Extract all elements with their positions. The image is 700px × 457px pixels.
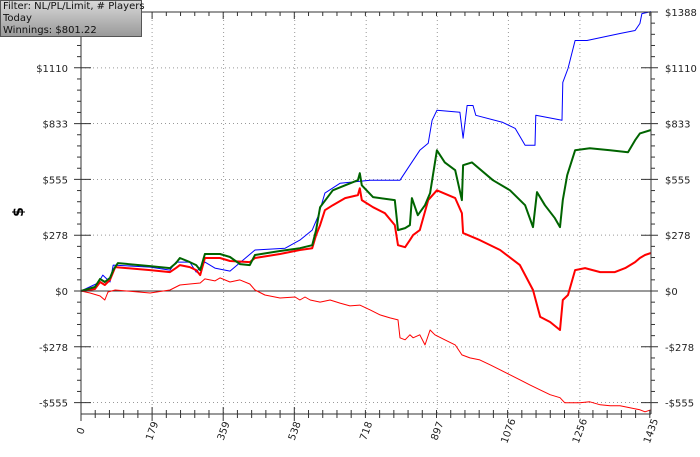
y-tick-label-left: -$555	[39, 399, 68, 410]
filter-info-box: Filter: NL/PL/Limit, # Players Today Win…	[0, 0, 145, 37]
y-tick-label-right: -$278	[665, 343, 694, 354]
grid	[81, 12, 651, 414]
x-tick-label: 0	[75, 426, 88, 436]
series-line-3	[80, 187, 652, 331]
y-tick-label-left: $1110	[36, 64, 68, 75]
y-tick-label-right: -$555	[665, 399, 694, 410]
period-text: Today	[3, 13, 32, 24]
series-line-2	[80, 277, 652, 413]
x-tick-label: 1435	[642, 417, 661, 445]
y-tick-label-right: $0	[665, 287, 678, 298]
y-tick-label-left: $555	[43, 175, 68, 186]
y-axis-label: $	[11, 207, 27, 217]
x-tick-label: 1256	[571, 417, 590, 445]
y-tick-label-right: $1388	[665, 8, 697, 19]
x-tick-label: 1076	[500, 417, 519, 445]
filter-text: Filter: NL/PL/Limit, # Players	[3, 1, 145, 12]
series-line-1	[80, 11, 652, 292]
y-tick-label-left: $278	[43, 231, 68, 242]
y-tick-label-right: $1110	[665, 64, 697, 75]
y-tick-label-left: $833	[43, 120, 68, 131]
winnings-text: Winnings: $801.22	[3, 25, 97, 36]
x-tick-label: 538	[287, 420, 304, 442]
y-tick-label-left: $0	[55, 287, 68, 298]
series-line-4	[80, 129, 652, 292]
tick-labels: $1388 $1110 $1110 $833 $833 $555 $555 $278 $278 $…	[36, 8, 697, 445]
series-lines	[80, 11, 652, 413]
x-tick-label: 897	[430, 420, 447, 442]
y-tick-label-left: -$278	[39, 343, 68, 354]
x-tick-label: 179	[144, 420, 161, 442]
y-tick-label-right: $833	[665, 120, 690, 131]
x-tick-label: 359	[216, 420, 233, 442]
y-tick-label-right: $278	[665, 231, 690, 242]
x-tick-label: 718	[358, 420, 375, 442]
y-tick-label-right: $555	[665, 175, 690, 186]
